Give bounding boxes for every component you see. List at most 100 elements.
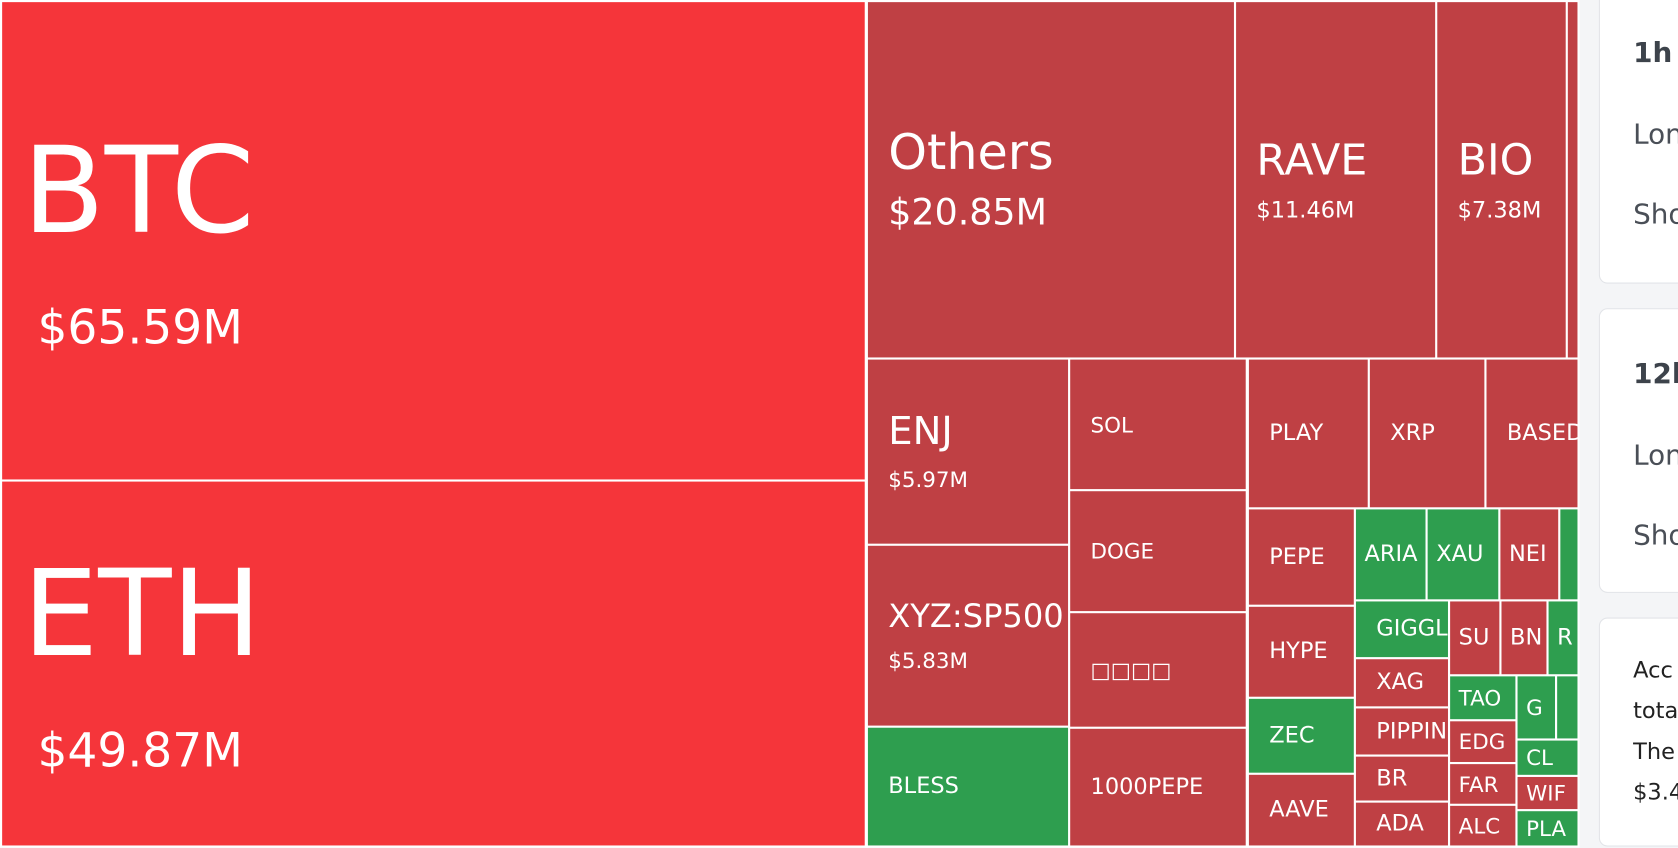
card-line: Acc [1633,657,1673,683]
tile-label: PLAY [1269,420,1324,446]
sliver [1560,509,1578,600]
tile[interactable]: PEPE [1248,509,1354,605]
tile-label: WIF [1526,780,1566,806]
tile[interactable]: RAVE $11.46M [1236,2,1436,358]
tile-label: BIO [1457,135,1534,186]
tile-label: ADA [1376,810,1424,837]
tile-label: XAG [1376,669,1425,696]
tile[interactable]: SOL [1070,359,1246,490]
tile[interactable]: BTC $65.59M [2,2,865,480]
tile-label: GIGGL [1376,615,1448,642]
tile[interactable]: GIGGL [1355,601,1448,658]
tile[interactable]: DOGE [1070,491,1246,612]
sliver [1557,676,1578,739]
tile-label: ZEC [1269,722,1315,749]
tile[interactable]: Others $20.85M [867,2,1234,358]
tile-label: PIPPIN [1376,718,1448,744]
tile-label: PEPE [1269,543,1325,570]
tile-label: R [1557,624,1573,651]
tile[interactable]: 1000PEPE [1070,728,1246,846]
tile-label: ALC [1458,812,1501,839]
tile-value: $5.97M [888,466,969,493]
card-line: Lon [1633,439,1678,472]
sliver [1567,2,1578,358]
tile[interactable]: AAVE [1248,774,1354,846]
tile[interactable]: ZEC [1248,698,1354,773]
tile-label: PLA [1526,815,1567,842]
tile[interactable]: XYZ:SP500 $5.83M [867,545,1069,726]
tile[interactable]: ETH $49.87M [2,481,865,846]
tile[interactable]: BASED [1486,359,1578,508]
tile[interactable]: □□□□ [1070,613,1246,727]
tile-label: RAVE [1256,135,1368,186]
treemap: BTC $65.59M ETH $49.87M Others $20.85M RAVE $11… [0,0,1580,848]
tile[interactable]: TAO [1450,676,1516,720]
tile-label: SU [1458,624,1490,651]
card-title: 12h [1633,358,1678,391]
tile[interactable]: EDG [1450,721,1516,762]
tile[interactable]: BR [1355,756,1448,801]
tile-label: ETH [22,544,262,684]
card-title: 1h [1633,37,1673,70]
tile-label: CL [1526,744,1553,771]
tile[interactable]: SU [1450,601,1500,675]
tile[interactable]: CL [1517,740,1578,775]
tile[interactable]: BN [1501,601,1547,675]
tile-value: $49.87M [37,723,243,779]
tile-label: BTC [22,121,255,262]
card-1h[interactable]: 1h Lon Sho [1598,0,1678,284]
tile[interactable]: ARIA [1355,509,1426,600]
tile-value: $65.59M [37,300,243,356]
tile-label: DOGE [1090,538,1154,564]
tile[interactable]: BIO $7.38M [1437,2,1566,358]
tile-label: NEI [1508,540,1547,567]
card-line: $3.4 [1633,779,1678,805]
card-line: Sho [1633,520,1678,553]
tile-label: FAR [1458,771,1499,797]
tile[interactable]: NEI [1500,509,1559,600]
tile-label: 1000PEPE [1090,773,1204,800]
tile[interactable]: XAU [1427,509,1499,600]
tile-label: Others [888,122,1054,181]
tile-label: XAU [1436,540,1484,567]
tile-label: BR [1376,765,1408,791]
tile-label: ENJ [888,410,953,454]
tile-label: BASED [1506,420,1578,446]
tile-label: G [1526,694,1543,721]
tile[interactable]: BLESS [867,727,1069,846]
tile[interactable]: PLA [1517,811,1578,846]
tile[interactable]: ALC [1450,805,1516,846]
tile-label: SOL [1090,411,1133,438]
tile-label: BN [1510,624,1543,651]
card-line: The [1633,738,1675,765]
tile[interactable]: G [1517,676,1556,739]
tile[interactable]: PIPPIN [1355,708,1448,755]
card-line: Lon [1633,118,1678,151]
tile-value: $11.46M [1256,196,1355,223]
tile-label: □□□□ [1090,657,1172,683]
tile-label: XYZ:SP500 [888,597,1064,636]
tile[interactable]: ADA [1355,802,1448,846]
tile-value: $7.38M [1457,196,1542,223]
tile[interactable]: ENJ $5.97M [867,359,1069,544]
tile[interactable]: XRP [1369,359,1485,508]
tile[interactable]: R [1548,601,1578,675]
tile[interactable]: HYPE [1248,606,1354,697]
card-line: tota [1633,697,1678,724]
tile[interactable]: XAG [1355,659,1448,707]
tile[interactable]: FAR [1450,764,1516,804]
tile-label: BLESS [888,773,959,799]
card-12h[interactable]: 12h Lon Sho [1598,308,1678,593]
tile-value: $5.83M [888,646,969,673]
card-line: Sho [1633,199,1678,232]
tile-value: $20.85M [888,191,1047,235]
tile-label: HYPE [1269,638,1328,665]
tile-label: EDG [1458,728,1506,755]
tile[interactable]: WIF [1517,776,1578,810]
tile-label: AAVE [1269,796,1329,823]
tile-label: TAO [1458,684,1502,711]
tile-label: ARIA [1364,540,1418,567]
tile[interactable]: PLAY [1248,359,1368,508]
